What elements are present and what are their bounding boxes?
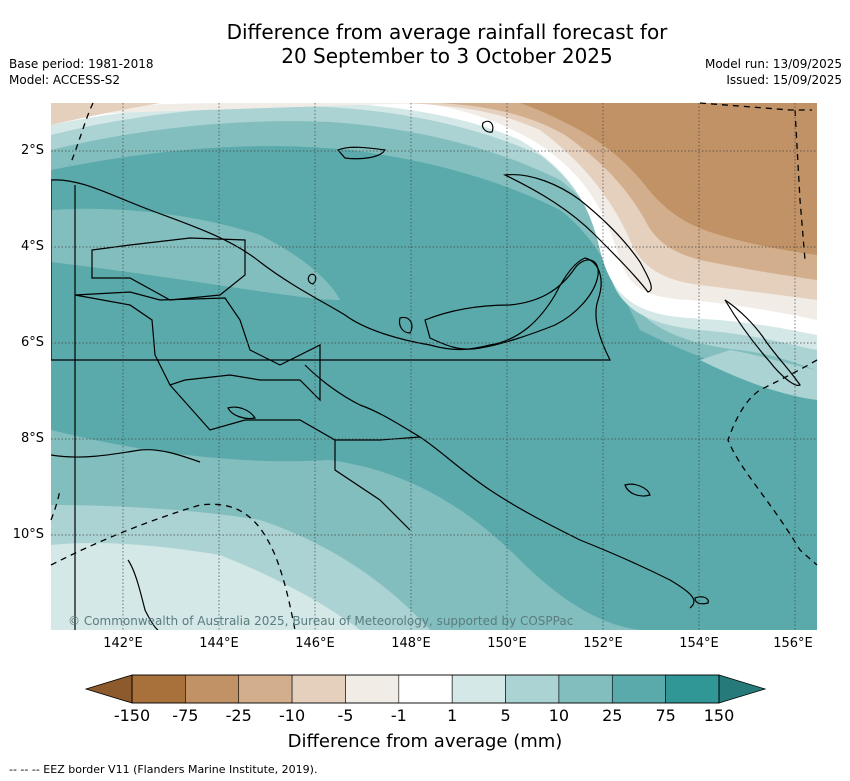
eez-northeast bbox=[699, 102, 812, 111]
meta-right: Model run: 13/09/2025 Issued: 15/09/2025 bbox=[705, 56, 842, 88]
issued-date: Issued: 15/09/2025 bbox=[726, 73, 842, 87]
colorbar-title: Difference from average (mm) bbox=[287, 731, 563, 752]
cape-york bbox=[127, 559, 159, 630]
lat-label-6s: 6°S bbox=[20, 335, 44, 350]
island-2 bbox=[307, 273, 317, 285]
colorbar-segment-6 bbox=[451, 674, 506, 704]
colorbar-segment-5 bbox=[398, 674, 453, 704]
new-guinea-north-coast bbox=[51, 179, 611, 361]
lat-label-8s: 8°S bbox=[20, 431, 44, 446]
lon-label-144e: 144°E bbox=[199, 636, 239, 651]
copyright-notice: © Commonwealth of Australia 2025, Bureau… bbox=[68, 614, 574, 628]
province-gulf bbox=[169, 384, 421, 441]
contour-east-5 bbox=[700, 350, 817, 400]
colorbar-extend-high bbox=[718, 674, 767, 704]
eez-footnote: -- -- -- EEZ border V11 (Flanders Marine… bbox=[9, 763, 318, 776]
contour-central-25 bbox=[340, 214, 548, 334]
lon-label-152e: 152°E bbox=[583, 636, 623, 651]
lake-area bbox=[227, 406, 256, 420]
contour-northwest-dry10 bbox=[51, 103, 160, 125]
lat-label-10s: 10°S bbox=[12, 527, 44, 542]
contour-west-10 bbox=[51, 208, 340, 300]
colorbar-segment-1 bbox=[185, 674, 240, 704]
colorbar-segment-8 bbox=[558, 674, 613, 704]
colorbar-extend-low bbox=[84, 674, 133, 704]
lon-label-154e: 154°E bbox=[679, 636, 719, 651]
colorbar-tick-label: -5 bbox=[337, 706, 354, 725]
colorbar-segment-7 bbox=[505, 674, 560, 704]
colorbar-tick-label: 25 bbox=[602, 706, 623, 725]
colorbar-tick-label: -10 bbox=[279, 706, 306, 725]
eez-south bbox=[50, 503, 296, 631]
island-5 bbox=[694, 596, 709, 605]
colorbar-segment-10 bbox=[665, 674, 720, 704]
island-1 bbox=[481, 120, 494, 133]
lon-label-156e: 156°E bbox=[773, 636, 813, 651]
colorbar-segment-3 bbox=[291, 674, 346, 704]
lon-label-150e: 150°E bbox=[487, 636, 527, 651]
lon-label-146e: 146°E bbox=[295, 636, 335, 651]
colorbar-segment-4 bbox=[345, 674, 400, 704]
lat-label-4s: 4°S bbox=[20, 239, 44, 254]
colorbar-tick-label: 5 bbox=[500, 706, 511, 725]
eez-northwest bbox=[69, 102, 94, 166]
province-east-sepik bbox=[91, 237, 246, 301]
lon-label-142e: 142°E bbox=[103, 636, 143, 651]
province-central bbox=[334, 440, 411, 531]
contour-south-1 bbox=[51, 543, 360, 630]
island-4 bbox=[624, 483, 651, 497]
gridlines bbox=[51, 103, 817, 630]
new-ireland bbox=[502, 173, 652, 293]
title-line-2: 20 September to 3 October 2025 bbox=[281, 44, 613, 68]
new-britain bbox=[424, 259, 599, 350]
eez-borders bbox=[50, 102, 818, 631]
eez-southwest bbox=[50, 489, 61, 521]
colorbar-tick-label: -1 bbox=[390, 706, 407, 725]
colorbar-tick-label: -75 bbox=[172, 706, 199, 725]
borders bbox=[74, 185, 421, 630]
manus-island bbox=[336, 146, 387, 160]
colorbar-tick-label: 75 bbox=[655, 706, 676, 725]
eez-east bbox=[794, 109, 806, 261]
eez-southeast bbox=[727, 359, 818, 566]
colorbar-segment-9 bbox=[611, 674, 666, 704]
colorbar-segment-0 bbox=[131, 674, 186, 704]
colorbar-tick-label: -150 bbox=[113, 706, 151, 725]
model-name: Model: ACCESS-S2 bbox=[9, 73, 121, 87]
contour-north-dry75 bbox=[520, 103, 817, 255]
colorbar-tick-label: -25 bbox=[225, 706, 252, 725]
colorbar-tick-label: 150 bbox=[703, 706, 735, 725]
lon-label-148e: 148°E bbox=[391, 636, 431, 651]
bougainville bbox=[724, 299, 801, 386]
meta-left: Base period: 1981-2018 Model: ACCESS-S2 bbox=[9, 56, 154, 88]
colorbar-tick-label: 10 bbox=[548, 706, 570, 725]
lat-label-2s: 2°S bbox=[20, 143, 44, 158]
coastlines bbox=[51, 120, 801, 630]
base-period: Base period: 1981-2018 bbox=[9, 57, 154, 71]
title-line-1: Difference from average rainfall forecas… bbox=[226, 20, 668, 44]
south-fly-coast bbox=[51, 449, 201, 463]
colorbar-segment-2 bbox=[238, 674, 293, 704]
colorbar-tick-label: 1 bbox=[447, 706, 458, 725]
colorbar-frame bbox=[131, 674, 720, 704]
chart-title: Difference from average rainfall forecas… bbox=[0, 20, 850, 68]
new-guinea-south-coast bbox=[304, 364, 695, 609]
island-3 bbox=[398, 316, 413, 334]
province-highlands bbox=[74, 291, 321, 402]
model-run: Model run: 13/09/2025 bbox=[704, 57, 842, 71]
